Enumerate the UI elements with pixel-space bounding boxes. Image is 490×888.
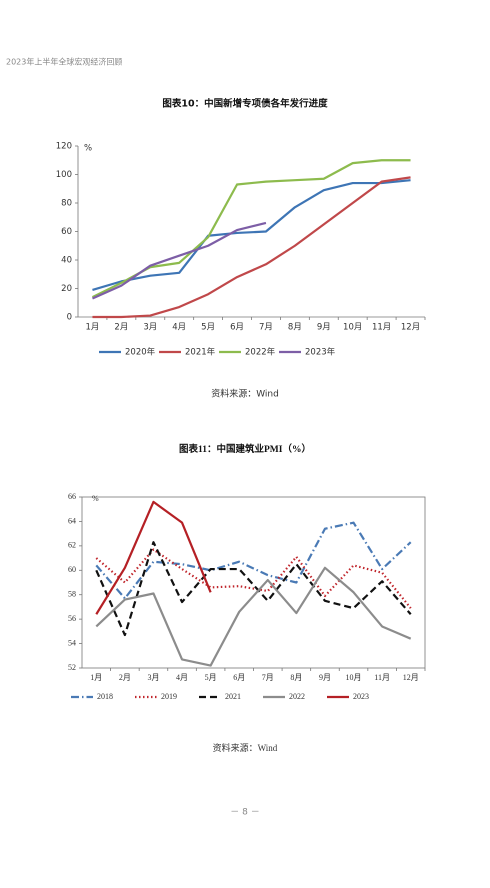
x-tick-label: 8月 xyxy=(288,323,302,333)
legend-label: 2020年 xyxy=(125,347,156,358)
legend-label: 2023 xyxy=(353,692,369,701)
y-tick-label: 40 xyxy=(61,256,72,266)
y-tick-label: 100 xyxy=(56,170,72,180)
x-tick-label: 12月 xyxy=(403,673,419,682)
y-tick-label: 62 xyxy=(68,541,76,550)
chart-title: 图表11：中国建筑业PMI（%） xyxy=(179,443,311,455)
x-tick-label: 6月 xyxy=(230,323,244,333)
series-line xyxy=(95,566,412,667)
x-tick-label: 9月 xyxy=(317,323,331,333)
chart: 图表11：中国建筑业PMI（%）% 52 54 56 58 60 62 64 66 1月 2月 3月 4… xyxy=(68,443,426,753)
y-tick-label: 56 xyxy=(68,614,76,623)
x-tick-label: 8月 xyxy=(290,673,302,682)
legend-label: 2022 xyxy=(289,692,305,701)
series-line xyxy=(95,500,212,615)
legend-label: 2021年 xyxy=(185,347,216,358)
x-tick-label: 5月 xyxy=(205,673,217,682)
legend-label: 2021 xyxy=(225,692,241,701)
x-tick-label: 7月 xyxy=(259,323,273,333)
page-number: － 8 － xyxy=(230,808,259,818)
x-tick-label: 5月 xyxy=(201,323,215,333)
x-tick-label: 1月 xyxy=(85,323,99,333)
chart: 图表10：中国新增专项债各年发行进度% 0 20 40 60 80 100 120 1月 2月 3月… xyxy=(56,98,426,400)
x-tick-label: 2月 xyxy=(119,673,131,682)
series-line xyxy=(95,541,412,637)
y-tick-label: 80 xyxy=(61,199,72,209)
x-tick-label: 10月 xyxy=(346,673,362,682)
series-line xyxy=(92,221,267,300)
x-tick-label: 6月 xyxy=(233,673,245,682)
legend-label: 2022年 xyxy=(245,347,276,358)
x-tick-label: 11月 xyxy=(372,323,391,333)
x-tick-label: 2月 xyxy=(114,323,128,333)
series-line xyxy=(91,159,411,299)
y-tick-label: 58 xyxy=(68,590,76,599)
source-note: 资料来源：Wind xyxy=(211,388,279,400)
x-tick-label: 4月 xyxy=(172,323,186,333)
series-line xyxy=(92,179,411,291)
source-note: 资料来源：Wind xyxy=(213,742,278,753)
x-tick-label: 11月 xyxy=(374,673,390,682)
series-line xyxy=(95,521,412,600)
y-tick-label: 64 xyxy=(68,516,76,525)
x-tick-label: 3月 xyxy=(143,323,157,333)
plot-border xyxy=(81,496,426,669)
legend-label: 2018 xyxy=(97,692,113,701)
y-tick-label: 0 xyxy=(67,313,72,323)
y-tick-label: 66 xyxy=(68,492,76,501)
y-tick-label: 54 xyxy=(68,638,76,647)
y-tick-label: 60 xyxy=(68,565,76,574)
x-tick-label: 12月 xyxy=(401,323,420,333)
y-unit: % xyxy=(92,494,99,503)
y-tick-label: 52 xyxy=(68,663,76,672)
x-tick-label: 10月 xyxy=(343,323,362,333)
y-tick-label: 20 xyxy=(61,284,72,294)
page-header: 2023年上半年全球宏观经济回顾 xyxy=(6,57,122,67)
legend-label: 2023年 xyxy=(305,347,336,358)
legend-label: 2019 xyxy=(161,692,177,701)
x-tick-label: 1月 xyxy=(90,673,102,682)
y-tick-label: 120 xyxy=(56,142,72,152)
x-tick-label: 3月 xyxy=(147,673,159,682)
x-tick-label: 4月 xyxy=(176,673,188,682)
y-unit: % xyxy=(84,144,92,154)
x-tick-label: 7月 xyxy=(262,673,274,682)
series-line xyxy=(95,548,412,609)
y-tick-label: 60 xyxy=(61,227,72,237)
series-line xyxy=(92,176,411,319)
chart-title: 图表10：中国新增专项债各年发行进度 xyxy=(162,98,328,110)
x-tick-label: 9月 xyxy=(319,673,331,682)
